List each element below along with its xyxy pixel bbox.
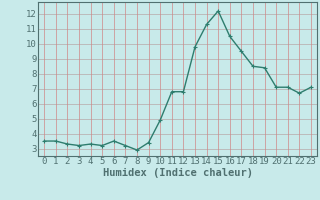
- X-axis label: Humidex (Indice chaleur): Humidex (Indice chaleur): [103, 168, 252, 178]
